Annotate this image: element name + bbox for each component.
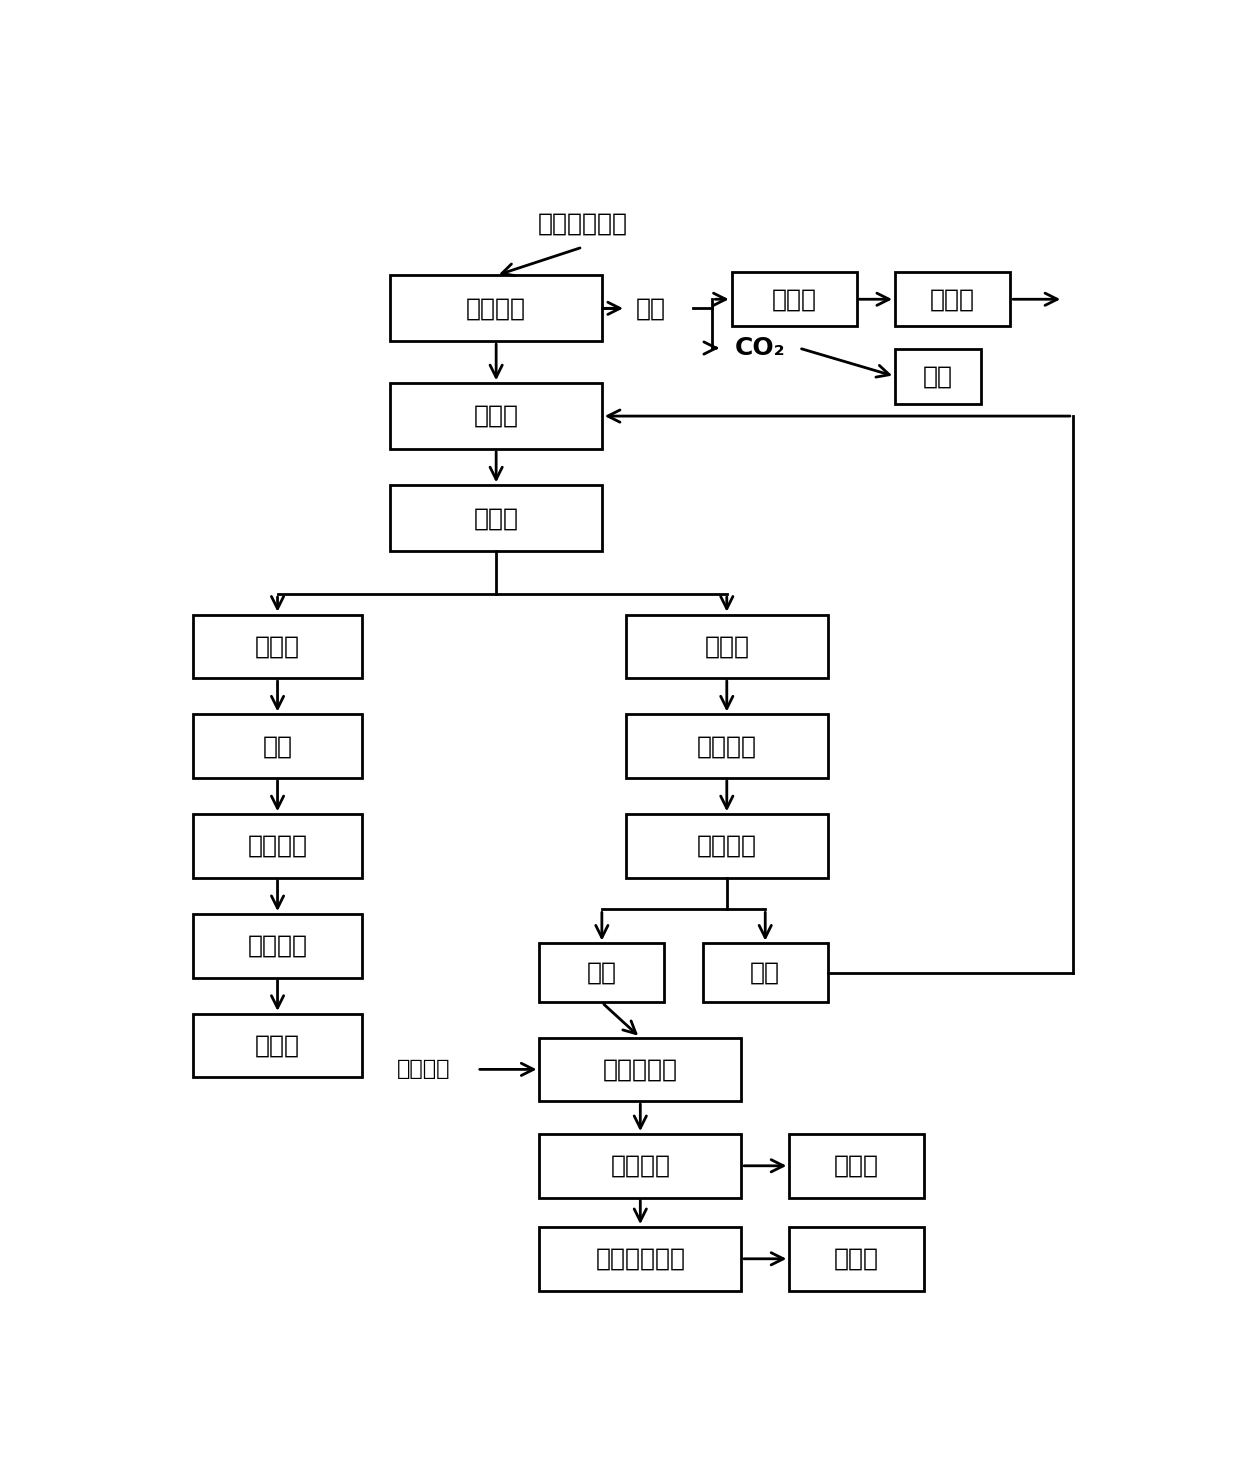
Bar xyxy=(193,815,362,878)
Text: 蒸发结晶: 蒸发结晶 xyxy=(248,834,308,857)
Text: 碱焙烧: 碱焙烧 xyxy=(474,404,518,429)
Bar xyxy=(391,383,601,449)
Text: 亚硫酸: 亚硫酸 xyxy=(930,287,975,311)
Bar xyxy=(626,614,828,678)
Text: 净化除杂: 净化除杂 xyxy=(697,734,756,759)
Text: 精制含铝溶液: 精制含铝溶液 xyxy=(595,1246,686,1271)
Text: 硫酸镍: 硫酸镍 xyxy=(255,1034,300,1058)
Text: 钡化合物: 钡化合物 xyxy=(397,1059,451,1080)
Bar xyxy=(732,273,857,327)
Text: 滤液: 滤液 xyxy=(587,960,616,985)
Bar xyxy=(391,275,601,342)
Bar xyxy=(193,913,362,978)
Bar xyxy=(193,714,362,778)
Bar xyxy=(895,273,1011,327)
Text: 固液分离: 固液分离 xyxy=(248,934,308,957)
Text: 排空: 排空 xyxy=(924,364,954,389)
Bar xyxy=(789,1134,924,1198)
Bar xyxy=(789,1227,924,1290)
Text: 氧化铝: 氧化铝 xyxy=(835,1246,879,1271)
Text: 酸溶: 酸溶 xyxy=(263,734,293,759)
Text: 浸出液: 浸出液 xyxy=(704,635,749,658)
Text: 固液分离: 固液分离 xyxy=(610,1153,671,1178)
Text: 浸出渣: 浸出渣 xyxy=(255,635,300,658)
Bar xyxy=(895,349,982,404)
Bar xyxy=(193,1013,362,1077)
Bar xyxy=(391,485,601,551)
Bar xyxy=(539,1037,742,1102)
Bar xyxy=(703,944,828,1003)
Text: 烟气: 烟气 xyxy=(635,296,666,320)
Bar xyxy=(539,944,665,1003)
Text: 滤渣: 滤渣 xyxy=(750,960,780,985)
Bar xyxy=(626,714,828,778)
Text: 钼、铝分离: 钼、铝分离 xyxy=(603,1058,678,1081)
Text: CO₂: CO₂ xyxy=(734,336,785,359)
Bar xyxy=(539,1134,742,1198)
Text: 低温焙烧: 低温焙烧 xyxy=(466,296,526,320)
Text: 废钼镍催化剂: 废钼镍催化剂 xyxy=(538,211,627,236)
Bar xyxy=(626,815,828,878)
Bar xyxy=(539,1227,742,1290)
Bar xyxy=(193,614,362,678)
Text: 水浸出: 水浸出 xyxy=(474,507,518,530)
Text: 固液分离: 固液分离 xyxy=(697,834,756,857)
Text: 钼酸钡: 钼酸钡 xyxy=(835,1153,879,1178)
Text: 吸收塔: 吸收塔 xyxy=(771,287,817,311)
